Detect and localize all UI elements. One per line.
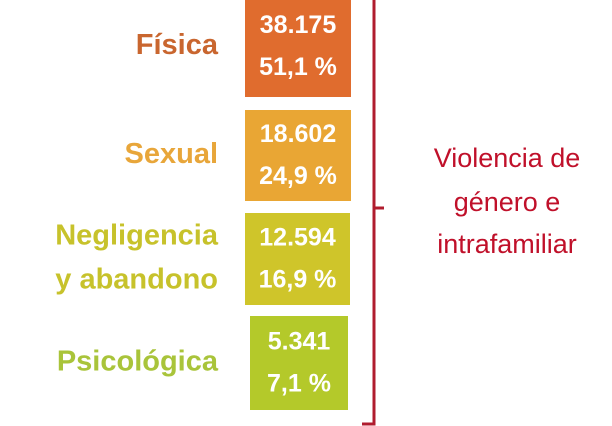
category-label: Negligencia [55, 220, 219, 252]
rows: 38.175 51,1 % Física 18.602 24,9 % Sexual 12.5… [55, 0, 351, 410]
category-label: Sexual [125, 138, 219, 170]
category-label: y abandono [55, 264, 218, 296]
percent: 24,9 % [259, 162, 337, 190]
count: 5.341 [268, 328, 331, 356]
group-label: Violencia de [434, 143, 581, 173]
value-box [245, 0, 351, 97]
group-label: género e [454, 187, 561, 217]
category-label: Física [136, 29, 219, 61]
bracket [362, 0, 384, 426]
group-label: intrafamiliar [437, 229, 577, 259]
percent: 16,9 % [259, 266, 337, 294]
count: 38.175 [260, 11, 337, 39]
value-box [245, 110, 351, 201]
value-box [250, 316, 348, 410]
percent: 51,1 % [259, 53, 337, 81]
value-box [245, 213, 350, 305]
count: 18.602 [260, 120, 336, 148]
percent: 7,1 % [267, 370, 331, 398]
category-label: Psicológica [57, 346, 219, 378]
count: 12.594 [259, 224, 336, 252]
